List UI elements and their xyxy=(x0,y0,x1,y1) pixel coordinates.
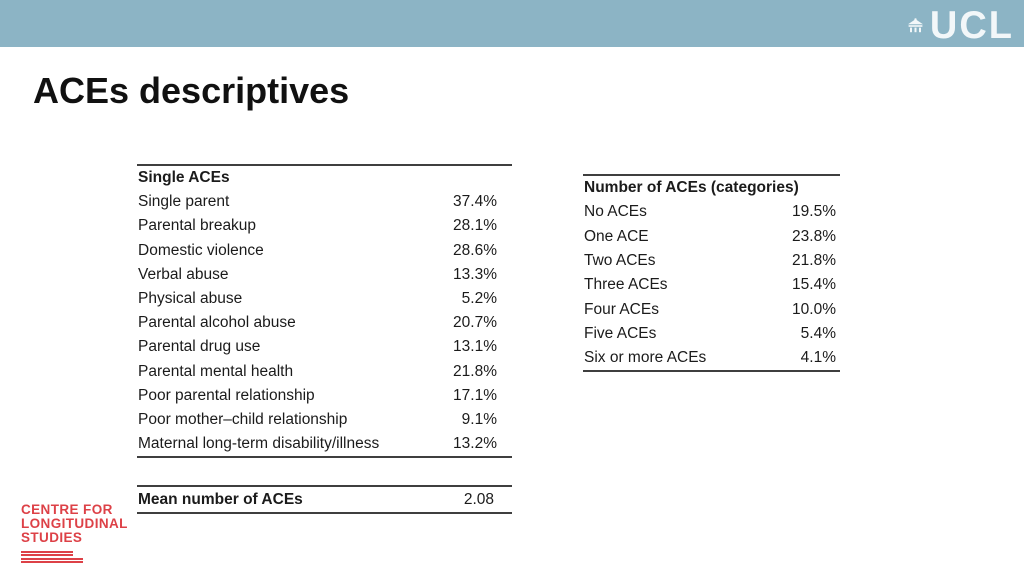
mean-aces-table: Mean number of ACEs 2.08 xyxy=(137,485,512,514)
row-label: Poor mother–child relationship xyxy=(138,410,348,428)
row-label: Maternal long-term disability/illness xyxy=(138,435,380,453)
row-label: Parental drug use xyxy=(138,338,261,356)
table-row: Three ACEs 15.4% xyxy=(583,273,840,297)
cls-logo-line: CENTRE FOR xyxy=(21,502,113,517)
row-value: 21.8% xyxy=(792,252,836,270)
table-row: Parental alcohol abuse 20.7% xyxy=(137,311,512,335)
row-value: 28.1% xyxy=(453,217,497,235)
row-value: 37.4% xyxy=(453,193,497,211)
row-label: Poor parental relationship xyxy=(138,386,315,404)
cls-logo-line: STUDIES xyxy=(21,530,83,545)
table-row: Four ACEs 10.0% xyxy=(583,297,840,321)
row-value: 4.1% xyxy=(800,349,836,367)
row-label: Physical abuse xyxy=(138,290,243,308)
row-label: Verbal abuse xyxy=(138,265,229,283)
row-value: 28.6% xyxy=(453,241,497,259)
table-header-label: Number of ACEs (categories) xyxy=(584,179,799,197)
row-value: 23.8% xyxy=(792,227,836,245)
row-value: 13.2% xyxy=(453,435,497,453)
row-label: Six or more ACEs xyxy=(584,349,707,367)
row-label: Five ACEs xyxy=(584,324,657,342)
ace-categories-table-body: No ACEs 19.5% One ACE 23.8% Two ACEs 21.… xyxy=(583,200,840,370)
ace-categories-table: Number of ACEs (categories) No ACEs 19.5… xyxy=(583,174,840,373)
table-row: Parental breakup 28.1% xyxy=(137,214,512,238)
row-value: 9.1% xyxy=(461,410,497,428)
table-row: Verbal abuse 13.3% xyxy=(137,263,512,287)
row-value: 17.1% xyxy=(453,386,497,404)
ace-categories-table-header-row: Number of ACEs (categories) xyxy=(583,176,840,200)
row-value: 13.3% xyxy=(453,265,497,283)
row-value: 13.1% xyxy=(453,338,497,356)
row-value: 5.4% xyxy=(800,324,836,342)
row-value: 20.7% xyxy=(453,314,497,332)
row-value: 21.8% xyxy=(453,362,497,380)
row-label: Three ACEs xyxy=(584,276,668,294)
row-label: One ACE xyxy=(584,227,649,245)
row-label: Parental mental health xyxy=(138,362,294,380)
ucl-logo: UCL xyxy=(894,0,1014,47)
table-row: Physical abuse 5.2% xyxy=(137,287,512,311)
row-label: Parental alcohol abuse xyxy=(138,314,296,332)
mean-aces-label: Mean number of ACEs xyxy=(138,490,303,508)
page-title: ACEs descriptives xyxy=(33,70,350,111)
table-row: Single parent 37.4% xyxy=(137,190,512,214)
row-label: Single parent xyxy=(138,193,230,211)
row-value: 5.2% xyxy=(461,290,497,308)
table-row: Poor mother–child relationship 9.1% xyxy=(137,408,512,432)
table-row: Six or more ACEs 4.1% xyxy=(583,346,840,370)
cls-logo-rule xyxy=(21,551,73,553)
row-label: Four ACEs xyxy=(584,300,659,318)
ucl-portico-icon xyxy=(907,18,924,38)
cls-logo-rule xyxy=(21,557,83,560)
table-row: Parental mental health 21.8% xyxy=(137,360,512,384)
row-value: 10.0% xyxy=(792,300,836,318)
table-row: Maternal long-term disability/illness 13… xyxy=(137,432,512,456)
table-row: Two ACEs 21.8% xyxy=(583,249,840,273)
cls-logo-rule xyxy=(21,554,73,557)
row-label: Domestic violence xyxy=(138,241,264,259)
row-label: No ACEs xyxy=(584,203,647,221)
mean-aces-row: Mean number of ACEs 2.08 xyxy=(137,487,512,512)
table-header-label: Single ACEs xyxy=(138,169,230,187)
ucl-logo-text: UCL xyxy=(929,4,1014,48)
cls-logo-rules xyxy=(21,551,128,563)
table-row: One ACE 23.8% xyxy=(583,225,840,249)
table-row: Five ACEs 5.4% xyxy=(583,322,840,346)
row-value: 15.4% xyxy=(792,276,836,294)
single-aces-table: Single ACEs Single parent 37.4% Parental… xyxy=(137,164,512,459)
cls-logo: CENTRE FOR LONGITUDINAL STUDIES xyxy=(21,503,128,565)
table-row: Domestic violence 28.6% xyxy=(137,239,512,263)
row-label: Two ACEs xyxy=(584,252,656,270)
table-row: Poor parental relationship 17.1% xyxy=(137,384,512,408)
table-row: No ACEs 19.5% xyxy=(583,200,840,224)
row-label: Parental breakup xyxy=(138,217,257,235)
single-aces-table-header-row: Single ACEs xyxy=(137,166,512,190)
mean-aces-value: 2.08 xyxy=(463,490,494,508)
cls-logo-rule xyxy=(21,561,83,563)
row-value: 19.5% xyxy=(792,203,836,221)
table-row: Parental drug use 13.1% xyxy=(137,335,512,359)
single-aces-table-body: Single parent 37.4% Parental breakup 28.… xyxy=(137,190,512,456)
cls-logo-line: LONGITUDINAL xyxy=(21,516,128,531)
header-bar: UCL xyxy=(0,0,1024,47)
